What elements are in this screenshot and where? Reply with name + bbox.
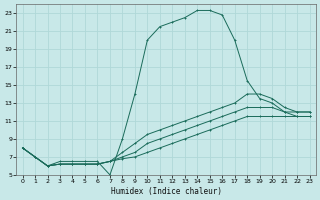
X-axis label: Humidex (Indice chaleur): Humidex (Indice chaleur) bbox=[111, 187, 221, 196]
